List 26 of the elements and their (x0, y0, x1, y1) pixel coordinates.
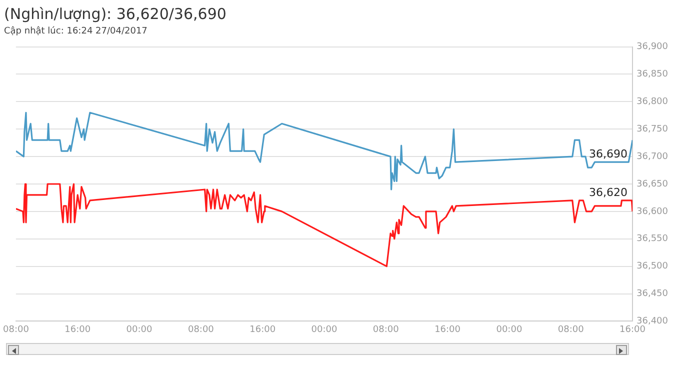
x-tick-label: 16:00 (434, 324, 461, 335)
y-tick-label: 36,450 (636, 289, 668, 300)
y-tick-label: 36,900 (636, 42, 668, 52)
annotation: 36,620 (589, 186, 628, 199)
x-tick-label: 08:00 (558, 324, 584, 335)
x-tick-label: 00:00 (496, 324, 522, 335)
chart-title: (Nghìn/lượng): 36,620/36,690 (4, 4, 226, 23)
x-tick-label: 16:00 (64, 324, 91, 335)
y-tick-label: 36,650 (636, 179, 668, 190)
y-tick-label: 36,750 (636, 124, 668, 134)
x-tick-label: 08:00 (188, 324, 214, 335)
annotation: 36,690 (589, 147, 628, 160)
y-tick-label: 36,550 (636, 234, 668, 244)
chart-subtitle: Cập nhật lúc: 16:24 27/04/2017 (4, 26, 148, 37)
x-tick-label: 00:00 (311, 324, 338, 335)
y-tick-label: 36,600 (636, 206, 668, 217)
x-tick-label: 00:00 (126, 324, 153, 335)
y-tick-label: 36,700 (636, 152, 668, 162)
x-tick-label: 08:00 (372, 324, 400, 335)
y-tick-label: 36,800 (636, 97, 668, 108)
y-tick-label: 36,400 (636, 316, 668, 327)
x-tick-label: 16:00 (620, 324, 646, 335)
y-tick-label: 36,500 (636, 262, 668, 272)
x-tick-label: 08:00 (3, 324, 30, 335)
x-tick-label: 16:00 (250, 324, 276, 335)
y-tick-label: 36,850 (636, 70, 668, 80)
